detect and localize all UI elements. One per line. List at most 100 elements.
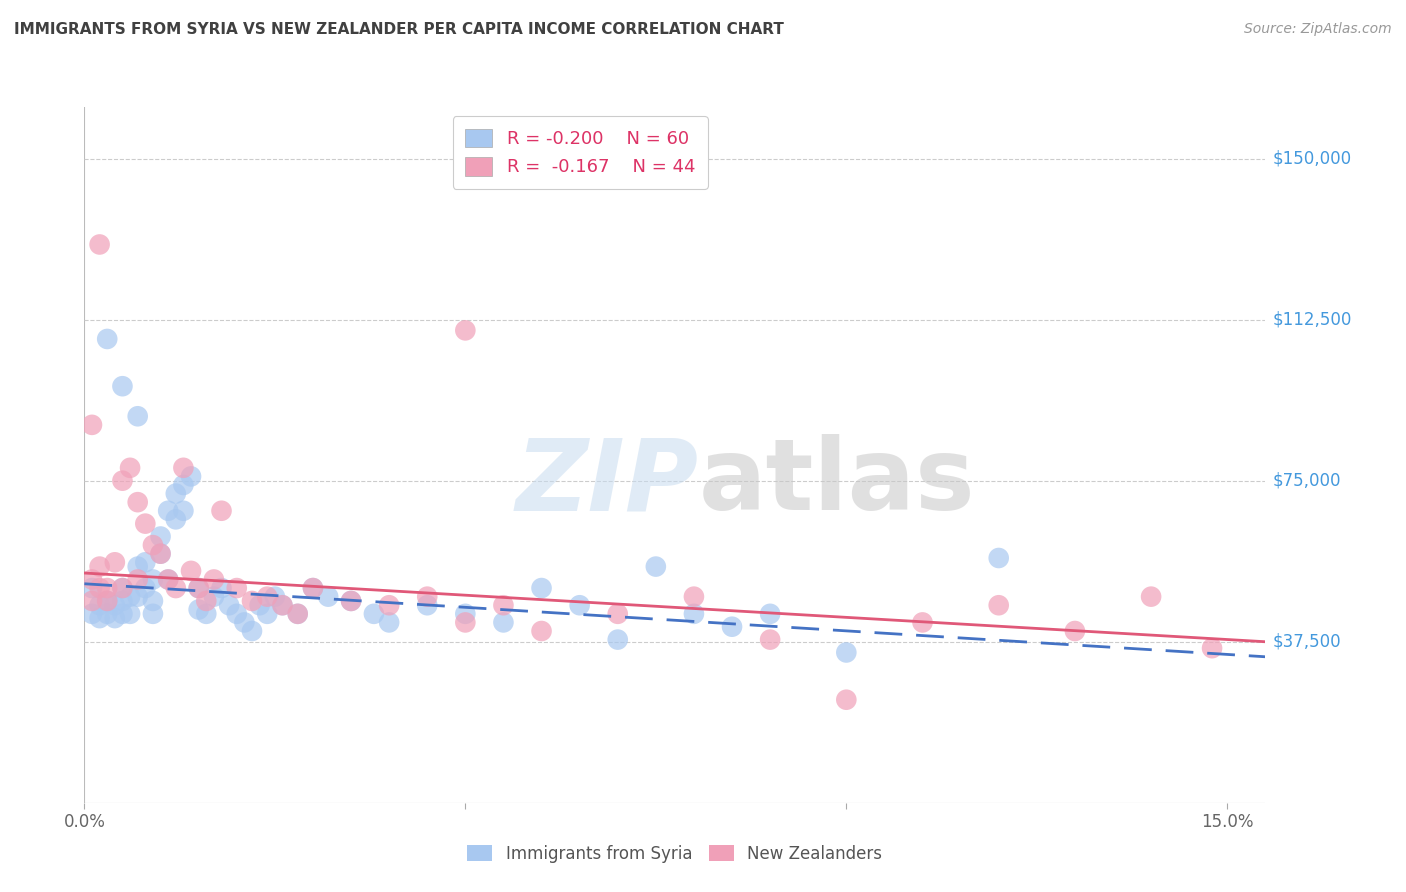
Point (80, 607, 103, 621)
Point (111, 581, 134, 595)
Point (240, 624, 263, 638)
Point (195, 607, 218, 621)
Point (180, 469, 202, 483)
Point (1064, 624, 1087, 638)
Point (165, 512, 187, 526)
Point (80, 417, 103, 432)
Point (89, 611, 111, 625)
Point (218, 599, 240, 613)
Point (165, 581, 187, 595)
Point (96, 594, 118, 608)
Point (149, 547, 172, 561)
Point (378, 599, 401, 613)
Point (363, 607, 385, 621)
Point (120, 607, 142, 621)
Point (89, 237, 111, 252)
Point (302, 581, 325, 595)
Point (492, 599, 515, 613)
Point (157, 573, 180, 587)
Point (256, 607, 278, 621)
Point (287, 607, 309, 621)
Point (142, 573, 165, 587)
Point (195, 594, 218, 608)
Point (263, 590, 285, 604)
Point (127, 590, 149, 604)
Point (454, 323, 477, 337)
Point (134, 555, 156, 569)
Point (96, 594, 118, 608)
Point (89, 559, 111, 574)
Point (172, 504, 194, 518)
Point (987, 551, 1010, 566)
Point (80, 573, 103, 587)
Point (606, 607, 628, 621)
Text: $112,500: $112,500 (1272, 310, 1351, 328)
Point (492, 615, 515, 630)
Point (127, 559, 149, 574)
Text: ZIP: ZIP (516, 434, 699, 532)
Point (134, 581, 156, 595)
Point (835, 692, 858, 706)
Point (111, 581, 134, 595)
Point (256, 590, 278, 604)
Point (202, 590, 225, 604)
Point (211, 504, 233, 518)
Point (759, 607, 782, 621)
Point (835, 645, 858, 659)
Point (644, 559, 666, 574)
Point (454, 615, 477, 630)
Point (454, 607, 477, 621)
Point (80, 594, 103, 608)
Point (157, 573, 180, 587)
Point (721, 620, 744, 634)
Point (271, 599, 294, 613)
Text: $150,000: $150,000 (1272, 150, 1351, 168)
Point (165, 486, 187, 500)
Point (96, 332, 118, 346)
Point (416, 599, 439, 613)
Legend: Immigrants from Syria, New Zealanders: Immigrants from Syria, New Zealanders (460, 837, 890, 871)
Point (225, 607, 247, 621)
Point (202, 573, 225, 587)
Point (80, 581, 103, 595)
Point (530, 624, 553, 638)
Point (187, 581, 209, 595)
Point (127, 573, 149, 587)
Point (120, 590, 142, 604)
Point (104, 555, 127, 569)
Point (111, 594, 134, 608)
Point (157, 504, 180, 518)
Point (240, 594, 263, 608)
Point (249, 599, 271, 613)
Point (378, 615, 401, 630)
Point (287, 607, 309, 621)
Point (142, 538, 165, 552)
Point (233, 615, 256, 630)
Point (911, 615, 934, 630)
Point (142, 594, 165, 608)
Point (416, 590, 439, 604)
Point (340, 594, 363, 608)
Point (683, 590, 706, 604)
Point (127, 495, 149, 509)
Point (187, 602, 209, 616)
Point (172, 460, 194, 475)
Point (316, 590, 339, 604)
Point (1140, 590, 1163, 604)
Point (987, 599, 1010, 613)
Point (120, 460, 142, 475)
Point (89, 599, 111, 613)
Point (530, 581, 553, 595)
Point (149, 529, 172, 543)
Point (104, 611, 127, 625)
Text: Source: ZipAtlas.com: Source: ZipAtlas.com (1244, 22, 1392, 37)
Point (759, 632, 782, 647)
Point (340, 594, 363, 608)
Point (187, 581, 209, 595)
Point (149, 547, 172, 561)
Point (111, 607, 134, 621)
Point (1201, 641, 1223, 656)
Point (111, 379, 134, 393)
Text: $37,500: $37,500 (1272, 632, 1341, 651)
Point (211, 581, 233, 595)
